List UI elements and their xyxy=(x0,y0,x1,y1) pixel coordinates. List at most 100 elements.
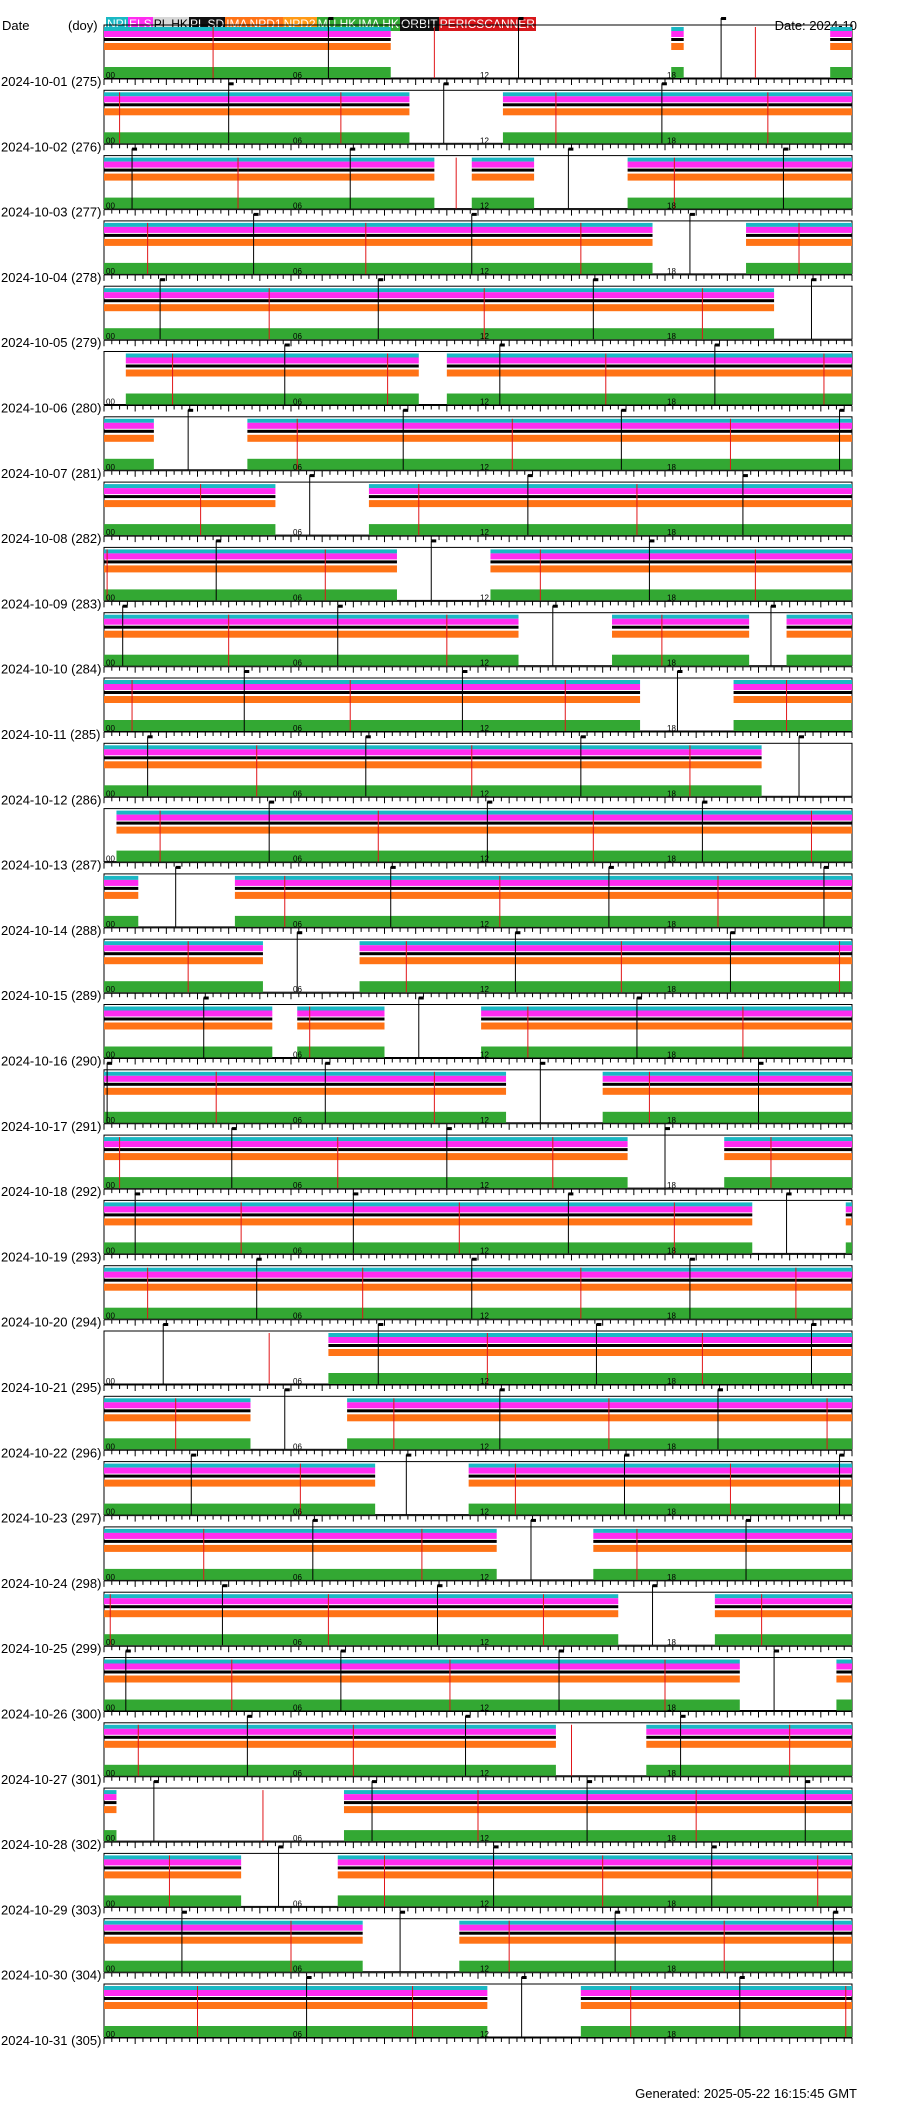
els-bar xyxy=(104,618,519,625)
npi-bar xyxy=(104,484,276,489)
pl-sd-bar xyxy=(490,560,852,564)
ima-bar xyxy=(104,1936,363,1944)
hour-tick-label: 12 xyxy=(480,202,489,211)
orbit-mark-flag xyxy=(823,865,829,869)
npi-bar xyxy=(593,1528,852,1533)
mu-hk-bar xyxy=(104,1307,852,1319)
orbit-mark-flag xyxy=(786,1192,792,1196)
pl-sd-bar xyxy=(481,1017,852,1021)
ima-bar xyxy=(724,1153,852,1161)
orbit-mark-flag xyxy=(783,147,789,151)
els-bar xyxy=(104,879,139,886)
orbit-mark-flag xyxy=(593,278,599,282)
els-bar xyxy=(343,1794,852,1801)
orbit-mark-flag xyxy=(471,212,477,216)
els-bar xyxy=(104,945,263,952)
ima-bar xyxy=(125,369,419,377)
npi-bar xyxy=(104,549,397,554)
hour-tick-label: 00 xyxy=(106,267,115,276)
day-label: 2024-10-13 (287) xyxy=(1,858,101,873)
els-bar xyxy=(359,945,852,952)
mu-hk-bar xyxy=(104,785,762,797)
hour-tick-label: 00 xyxy=(106,1965,115,1974)
hour-tick-label: 12 xyxy=(480,1377,489,1386)
npi-bar xyxy=(602,1071,852,1076)
pl-sd-bar xyxy=(104,1735,556,1739)
npi-bar xyxy=(481,1006,852,1011)
orbit-mark-flag xyxy=(714,343,720,347)
hour-tick-label: 06 xyxy=(293,332,302,341)
ima-bar xyxy=(368,500,852,508)
legend-item-orbit: ORBIT xyxy=(399,17,439,31)
hour-tick-label: 12 xyxy=(480,2030,489,2039)
hour-tick-label: 06 xyxy=(293,1573,302,1582)
npi-bar xyxy=(337,1855,852,1860)
orbit-mark-flag xyxy=(160,278,166,282)
mu-hk-bar xyxy=(234,915,852,927)
orbit-mark-flag xyxy=(228,82,234,86)
hour-tick-label: 18 xyxy=(667,1769,676,1778)
npi-bar xyxy=(104,1267,852,1272)
pl-sd-bar xyxy=(459,1931,852,1935)
pl-sd-bar xyxy=(580,1997,852,2000)
npi-bar xyxy=(297,1006,385,1011)
hour-tick-label: 06 xyxy=(293,1638,302,1647)
ima-bar xyxy=(593,1544,852,1552)
npi-bar xyxy=(104,1071,507,1076)
pl-sd-bar xyxy=(502,103,852,107)
orbit-mark-flag xyxy=(587,1780,593,1784)
hour-tick-label: 18 xyxy=(667,659,676,668)
ima-bar xyxy=(446,369,852,377)
orbit-mark-flag xyxy=(462,670,468,673)
pl-sd-bar xyxy=(593,1539,852,1543)
orbit-mark-flag xyxy=(739,1976,745,1979)
npi-bar xyxy=(627,157,852,162)
mu-hk-bar xyxy=(247,458,852,470)
orbit-mark-flag xyxy=(328,17,334,20)
hour-tick-label: 06 xyxy=(293,1051,302,1060)
npi-bar xyxy=(830,27,852,31)
hour-tick-label: 18 xyxy=(667,1051,676,1060)
hour-tick-label: 00 xyxy=(106,2030,115,2039)
hour-tick-label: 00 xyxy=(106,1181,115,1190)
pl-sd-bar xyxy=(104,1866,242,1870)
mu-hk-bar xyxy=(502,132,852,144)
orbit-mark-flag xyxy=(717,1388,723,1392)
ima-bar xyxy=(104,1283,852,1291)
npi-bar xyxy=(724,1137,852,1142)
orbit-mark-flag xyxy=(297,931,303,935)
ima-bar xyxy=(481,1022,852,1030)
hour-tick-label: 12 xyxy=(480,71,489,80)
orbit-mark-flag xyxy=(147,735,153,739)
npi-bar xyxy=(328,1333,852,1337)
orbit-mark-flag xyxy=(247,1714,253,1718)
day-label: 2024-10-20 (294) xyxy=(1,1315,101,1330)
npi-bar xyxy=(646,1724,852,1729)
orbit-mark-flag xyxy=(559,1649,565,1653)
els-bar xyxy=(593,1532,852,1539)
npi-bar xyxy=(116,810,852,815)
orbit-mark-flag xyxy=(163,1323,169,1326)
els-bar xyxy=(104,1010,273,1017)
hour-tick-label: 18 xyxy=(667,1312,676,1321)
orbit-mark-flag xyxy=(742,474,748,478)
orbit-mark-flag xyxy=(811,278,817,282)
orbit-mark-flag xyxy=(615,1910,621,1914)
ima-bar xyxy=(580,2002,852,2009)
ima-bar xyxy=(468,1479,852,1487)
npi-bar xyxy=(104,1202,753,1207)
hour-tick-label: 06 xyxy=(293,985,302,994)
els-bar xyxy=(104,1598,619,1605)
hour-tick-label: 06 xyxy=(293,2030,302,2039)
hour-tick-label: 18 xyxy=(667,920,676,929)
els-bar xyxy=(845,1206,852,1213)
ima-bar xyxy=(104,1479,376,1487)
hour-tick-label: 18 xyxy=(667,332,676,341)
ima-bar xyxy=(104,173,435,181)
orbit-mark-flag xyxy=(661,82,667,86)
orbit-mark-flag xyxy=(107,1061,113,1065)
mu-hk-bar xyxy=(593,1568,852,1580)
orbit-mark-flag xyxy=(702,800,708,804)
pl-sd-bar xyxy=(343,1801,852,1805)
